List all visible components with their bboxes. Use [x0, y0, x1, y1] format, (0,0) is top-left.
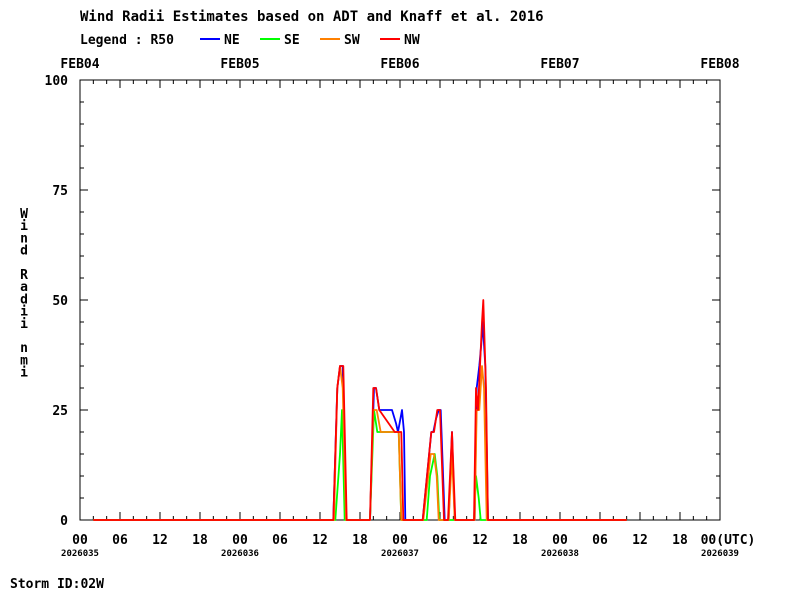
y-axis-label-char: m [20, 353, 28, 368]
series-line-ne [93, 321, 627, 521]
storm-id: Storm ID:02W [10, 577, 104, 592]
x-tick-label: 06 [432, 533, 448, 548]
y-axis-label-char: i [20, 366, 28, 381]
x-tick-label: 12 [152, 533, 168, 548]
y-axis-label-char: n [20, 341, 28, 356]
julian-day-label: 2026035 [61, 549, 99, 559]
date-label: FEB06 [380, 57, 419, 72]
x-tick-label: 00 [72, 533, 88, 548]
series-line-nw [93, 299, 627, 521]
series-line-sw [93, 365, 627, 521]
x-tick-label: 18 [352, 533, 368, 548]
y-tick-label: 0 [60, 514, 68, 529]
legend: Legend : R50 NE SE SW NW [80, 33, 420, 48]
legend-label-sw: SW [344, 33, 360, 48]
x-tick-label: 12 [632, 533, 648, 548]
y-tick-label: 100 [45, 74, 69, 89]
y-axis-label-char: i [20, 317, 28, 332]
series-line-se [93, 409, 627, 521]
x-tick-label: 18 [672, 533, 688, 548]
y-axis-label-char: W [20, 207, 28, 222]
julian-day-label: 2026036 [221, 549, 259, 559]
x-tick-label: 18 [512, 533, 528, 548]
chart-title: Wind Radii Estimates based on ADT and Kn… [80, 9, 544, 25]
y-axis-label-char: d [20, 244, 28, 259]
plot-area: 0 25 50 75 100 00 06 12 18 00 06 12 18 00 06 12 18 00 06 12… [20, 57, 755, 559]
y-tick-label: 25 [52, 404, 68, 419]
date-label: FEB07 [540, 57, 579, 72]
y-axis-label-char: i [20, 305, 28, 320]
x-tick-label: 00 [392, 533, 408, 548]
julian-day-label: 2026038 [541, 549, 579, 559]
y-tick-label: 50 [52, 294, 68, 309]
x-tick-label: 18 [192, 533, 208, 548]
julian-day-label: 2026039 [701, 549, 739, 559]
x-tick-label: 00 [552, 533, 568, 548]
y-axis-label-char: i [20, 219, 28, 234]
x-tick-label: 06 [592, 533, 608, 548]
legend-label-se: SE [284, 33, 300, 48]
y-axis-label-char: R [20, 268, 28, 283]
x-tick-label: 06 [112, 533, 128, 548]
y-axis-label-char: d [20, 292, 28, 307]
x-tick-label: 12 [472, 533, 488, 548]
x-tick-label: 12 [312, 533, 328, 548]
x-tick-label: 06 [272, 533, 288, 548]
y-tick-label: 75 [52, 184, 68, 199]
y-axis-label-char: a [20, 280, 28, 295]
date-label: FEB08 [700, 57, 739, 72]
y-axis-label-char: n [20, 231, 28, 246]
date-label: FEB05 [220, 57, 259, 72]
julian-day-label: 2026037 [381, 549, 419, 559]
legend-prefix: Legend : R50 [80, 33, 174, 48]
x-tick-label: 00 [232, 533, 248, 548]
x-axis-unit: 00(UTC) [701, 533, 756, 548]
legend-label-ne: NE [224, 33, 240, 48]
date-label: FEB04 [60, 57, 99, 72]
legend-label-nw: NW [404, 33, 420, 48]
